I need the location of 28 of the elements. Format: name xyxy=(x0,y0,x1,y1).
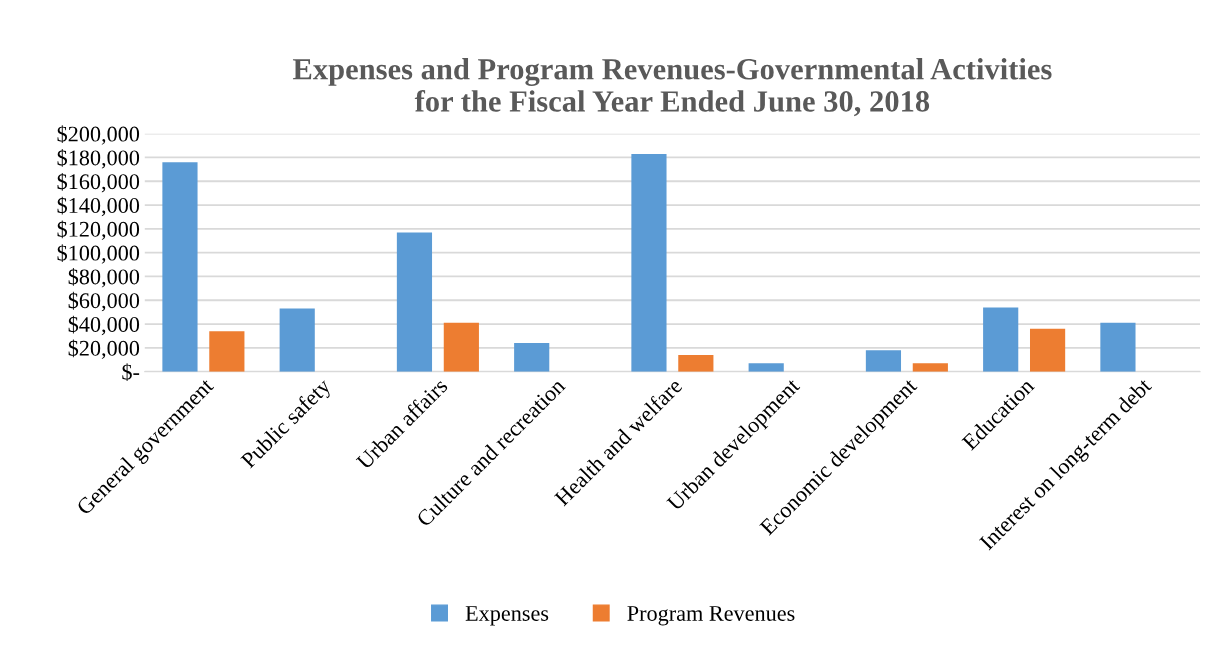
bar xyxy=(443,322,479,372)
y-tick-label: $80,000 xyxy=(68,268,140,288)
y-tick-label: $- xyxy=(122,363,140,382)
y-tick-label: $100,000 xyxy=(57,244,140,264)
bar xyxy=(865,350,902,372)
chart-title: Expenses and Program Revenues-Governmental Activities for the Fiscal Year Ended June 30, 2018 xyxy=(292,58,1052,117)
y-tick-label: $160,000 xyxy=(57,172,140,193)
bar xyxy=(514,343,550,372)
bar xyxy=(396,232,433,372)
legend-label: Program Revenues xyxy=(627,606,795,626)
y-tick-label: $140,000 xyxy=(57,196,140,217)
bar xyxy=(162,162,198,372)
bar xyxy=(631,153,667,372)
bar xyxy=(912,363,948,372)
bar xyxy=(279,308,315,372)
bar xyxy=(209,331,245,372)
y-tick-label: $20,000 xyxy=(68,339,140,359)
y-tick-label: $40,000 xyxy=(68,315,140,336)
y-tick-label: $180,000 xyxy=(57,149,140,169)
y-tick-label: $120,000 xyxy=(57,220,140,240)
y-tick-label: $200,000 xyxy=(57,125,140,145)
bar xyxy=(983,307,1019,372)
bar xyxy=(678,354,714,372)
bar xyxy=(748,363,784,372)
bar xyxy=(1030,328,1066,372)
y-tick-label: $60,000 xyxy=(68,291,140,312)
bar xyxy=(1100,322,1136,372)
legend-label: Expenses xyxy=(465,606,549,626)
